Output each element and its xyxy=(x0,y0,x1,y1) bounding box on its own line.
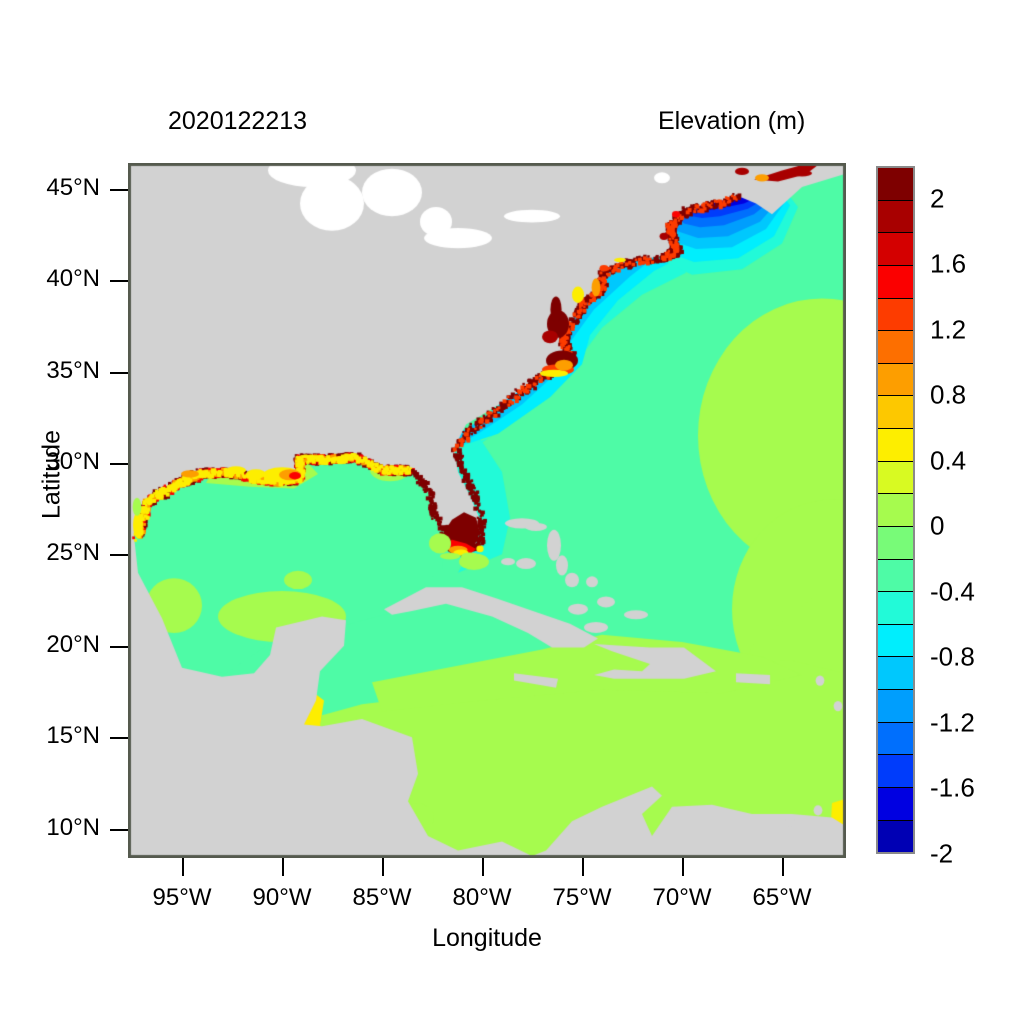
colorbar-segment xyxy=(878,755,913,788)
colorbar-segment xyxy=(878,364,913,397)
x-tick-label: 90°W xyxy=(253,884,312,912)
colorbar-segment xyxy=(878,168,913,201)
colorbar-segment xyxy=(878,788,913,821)
y-tick-30 xyxy=(110,463,128,465)
colorbar-segment xyxy=(878,560,913,593)
colorbar-segment xyxy=(878,462,913,495)
colorbar-segment xyxy=(878,299,913,332)
colorbar-tick-label: 0 xyxy=(930,511,944,542)
y-tick-label: 10°N xyxy=(0,814,100,842)
colorbar-tick-label: 1.6 xyxy=(930,249,966,280)
x-tick-label: 95°W xyxy=(153,884,212,912)
x-tick-90 xyxy=(282,858,284,876)
colorbar-tick-label: -2 xyxy=(930,839,953,870)
page-title: 2020122213 xyxy=(168,107,307,136)
x-tick-95 xyxy=(182,858,184,876)
x-tick-label: 85°W xyxy=(353,884,412,912)
colorbar-tick-label: 2 xyxy=(930,183,944,214)
colorbar-tick-label: 0.4 xyxy=(930,445,966,476)
y-tick-25 xyxy=(110,554,128,556)
x-tick-65 xyxy=(782,858,784,876)
colorbar-segment xyxy=(878,625,913,658)
y-tick-20 xyxy=(110,646,128,648)
y-tick-label: 15°N xyxy=(0,722,100,750)
colorbar-segment xyxy=(878,690,913,723)
colorbar-segment xyxy=(878,494,913,527)
map-plot-area[interactable] xyxy=(128,163,846,858)
y-tick-10 xyxy=(110,829,128,831)
colorbar-segment xyxy=(878,821,913,853)
colorbar-segment xyxy=(878,429,913,462)
x-tick-label: 70°W xyxy=(653,884,712,912)
colorbar-segment xyxy=(878,331,913,364)
y-axis-label: Latitude xyxy=(38,395,67,555)
colorbar-segment xyxy=(878,266,913,299)
y-tick-label: 20°N xyxy=(0,631,100,659)
colorbar-tick-label: -0.8 xyxy=(930,642,975,673)
x-tick-75 xyxy=(582,858,584,876)
elevation-heatmap-canvas xyxy=(130,165,844,856)
x-tick-label: 80°W xyxy=(453,884,512,912)
colorbar-title: Elevation (m) xyxy=(658,107,805,136)
colorbar-tick-label: 1.2 xyxy=(930,314,966,345)
colorbar-tick-label: -1.6 xyxy=(930,773,975,804)
colorbar-tick-label: -0.4 xyxy=(930,576,975,607)
y-tick-40 xyxy=(110,280,128,282)
colorbar-segment xyxy=(878,527,913,560)
colorbar-segment xyxy=(878,657,913,690)
x-tick-70 xyxy=(682,858,684,876)
y-tick-35 xyxy=(110,372,128,374)
colorbar-segment xyxy=(878,592,913,625)
colorbar-segment xyxy=(878,723,913,756)
y-tick-label: 45°N xyxy=(0,174,100,202)
colorbar-tick-label: -1.2 xyxy=(930,707,975,738)
x-tick-label: 75°W xyxy=(553,884,612,912)
x-tick-85 xyxy=(382,858,384,876)
colorbar-tick-label: 0.8 xyxy=(930,380,966,411)
x-tick-label: 65°W xyxy=(753,884,812,912)
y-tick-label: 35°N xyxy=(0,357,100,385)
x-axis-label: Longitude xyxy=(432,924,542,953)
y-tick-15 xyxy=(110,737,128,739)
colorbar[interactable] xyxy=(876,166,915,854)
colorbar-segment xyxy=(878,201,913,234)
x-tick-80 xyxy=(482,858,484,876)
y-tick-label: 40°N xyxy=(0,265,100,293)
colorbar-segment xyxy=(878,233,913,266)
y-tick-45 xyxy=(110,189,128,191)
colorbar-segment xyxy=(878,396,913,429)
